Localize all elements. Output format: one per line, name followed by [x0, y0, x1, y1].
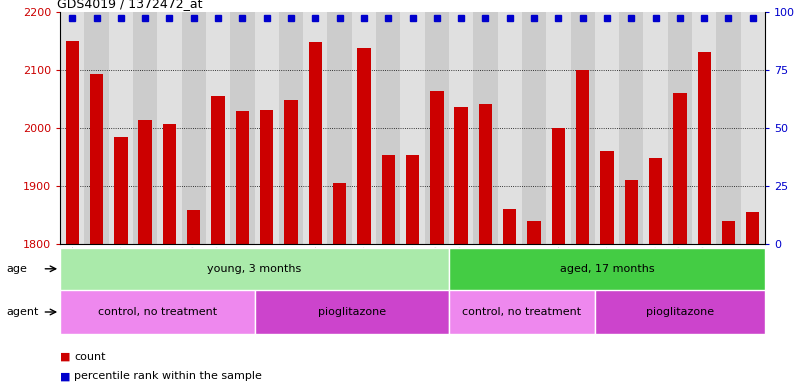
Bar [376, 12, 400, 244]
Bar [328, 12, 352, 244]
Bar [425, 12, 449, 244]
Bar [698, 52, 710, 244]
Bar [60, 248, 449, 290]
Text: young, 3 months: young, 3 months [207, 264, 302, 274]
Bar [619, 12, 643, 244]
Text: control, no treatment: control, no treatment [98, 307, 217, 317]
Bar [303, 12, 328, 244]
Bar [527, 220, 541, 244]
Bar [625, 180, 638, 244]
Bar [741, 12, 765, 244]
Bar [109, 12, 133, 244]
Bar [649, 159, 662, 244]
Bar [187, 210, 200, 244]
Bar [449, 12, 473, 244]
Bar [182, 12, 206, 244]
Bar [115, 137, 127, 244]
Bar [230, 12, 255, 244]
Bar [279, 12, 303, 244]
Bar [406, 155, 419, 244]
Bar [570, 12, 595, 244]
Bar [643, 12, 668, 244]
Bar [600, 151, 614, 244]
Bar [133, 12, 157, 244]
Bar [449, 248, 765, 290]
Bar [90, 74, 103, 244]
Bar [595, 290, 765, 334]
Bar [692, 12, 716, 244]
Bar [60, 290, 255, 334]
Bar [454, 108, 468, 244]
Bar [235, 111, 249, 244]
Bar [595, 12, 619, 244]
Bar [503, 209, 517, 244]
Bar [206, 12, 230, 244]
Bar [60, 12, 84, 244]
Bar [497, 12, 522, 244]
Bar [746, 212, 759, 244]
Bar [163, 124, 176, 244]
Bar [357, 48, 371, 244]
Bar [381, 155, 395, 244]
Bar [552, 127, 565, 244]
Bar [255, 290, 449, 334]
Text: percentile rank within the sample: percentile rank within the sample [74, 371, 263, 381]
Bar [333, 183, 346, 244]
Bar [211, 96, 225, 244]
Text: aged, 17 months: aged, 17 months [560, 264, 654, 274]
Bar [139, 119, 152, 244]
Text: control, no treatment: control, no treatment [462, 307, 582, 317]
Bar [157, 12, 182, 244]
Bar [668, 12, 692, 244]
Text: pioglitazone: pioglitazone [318, 307, 386, 317]
Bar [722, 220, 735, 244]
Bar [255, 12, 279, 244]
Bar [673, 93, 686, 244]
Bar [716, 12, 741, 244]
Text: count: count [74, 352, 106, 362]
Text: ■: ■ [60, 352, 74, 362]
Bar [66, 41, 79, 244]
Bar [352, 12, 376, 244]
Bar [479, 104, 492, 244]
Bar [546, 12, 570, 244]
Text: ■: ■ [60, 371, 74, 381]
Text: pioglitazone: pioglitazone [646, 307, 714, 317]
Bar [284, 100, 298, 244]
Bar [260, 110, 273, 244]
Bar [430, 91, 444, 244]
Text: agent: agent [6, 307, 38, 317]
Text: age: age [6, 264, 27, 274]
Bar [522, 12, 546, 244]
Bar [400, 12, 425, 244]
Bar [576, 70, 590, 244]
Bar [308, 42, 322, 244]
Bar [473, 12, 497, 244]
Bar [84, 12, 109, 244]
Text: GDS4019 / 1372472_at: GDS4019 / 1372472_at [57, 0, 202, 10]
Bar [449, 290, 595, 334]
